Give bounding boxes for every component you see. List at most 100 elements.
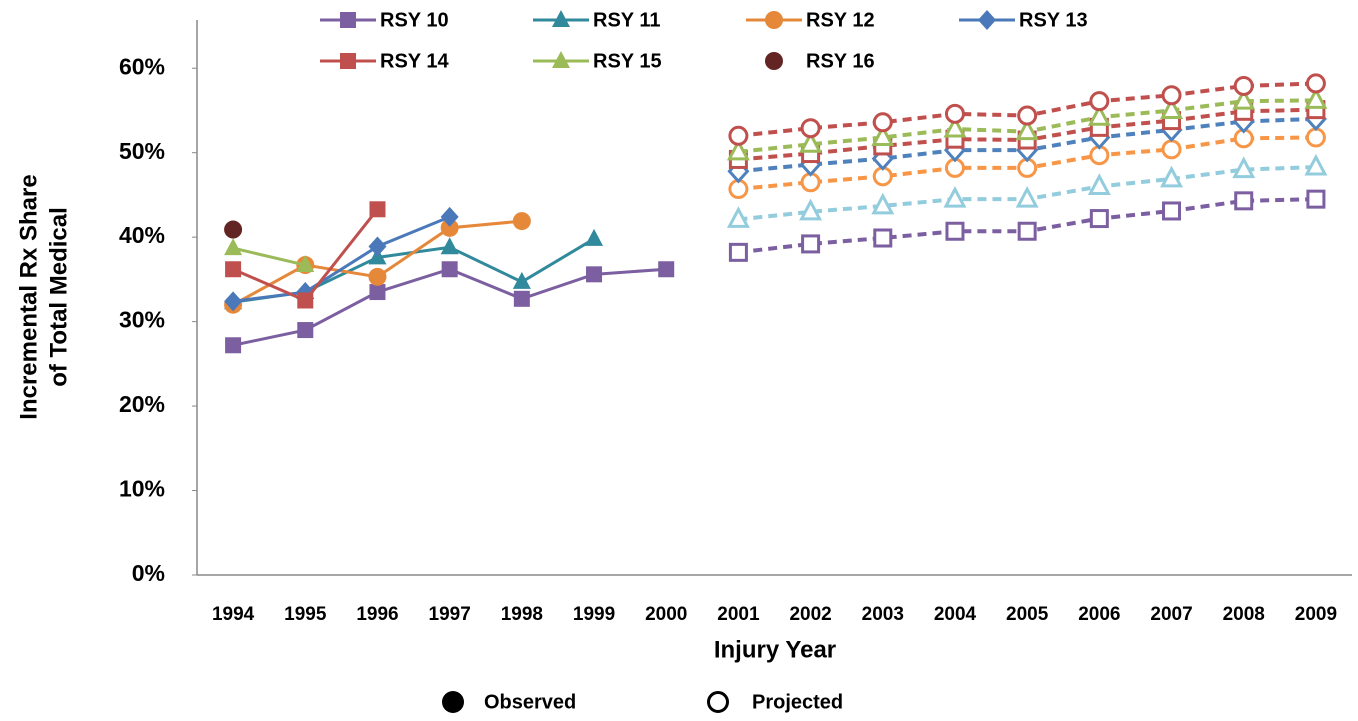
projected-legend-marker <box>707 691 729 713</box>
x-tick-label: 2007 <box>1150 604 1192 625</box>
legend-marker <box>765 11 783 29</box>
marker <box>441 261 458 278</box>
y-tick-label: 40% <box>119 222 165 248</box>
marker <box>943 115 967 138</box>
marker <box>440 218 459 237</box>
marker <box>799 198 823 221</box>
marker <box>225 261 242 278</box>
marker <box>369 201 386 218</box>
marker <box>1087 173 1111 195</box>
x-tick-label: 2000 <box>645 604 687 625</box>
legend-label: RSY 10 <box>380 9 449 31</box>
marker <box>1304 153 1328 176</box>
marker <box>728 242 748 262</box>
x-tick-label: 1996 <box>356 604 398 625</box>
marker <box>1160 165 1184 188</box>
marker <box>512 212 531 231</box>
x-tick-label: 2009 <box>1295 604 1337 625</box>
y-axis-label-line: of Total Medical <box>45 207 72 387</box>
marker <box>658 261 675 278</box>
x-tick-label: 2002 <box>789 604 831 625</box>
x-tick-label: 1998 <box>501 604 543 625</box>
marker <box>440 206 459 227</box>
marker <box>872 112 893 133</box>
y-tick-label: 20% <box>119 391 165 417</box>
marker <box>296 255 315 273</box>
observed-legend-marker <box>442 691 464 713</box>
marker <box>1017 221 1037 241</box>
marker <box>1015 118 1039 141</box>
x-tick-label: 2003 <box>862 604 904 625</box>
marker <box>801 234 821 254</box>
marker <box>1306 189 1326 209</box>
legend-marker <box>765 52 783 70</box>
marker <box>440 237 459 255</box>
y-tick-label: 30% <box>119 307 165 333</box>
x-tick-label: 2006 <box>1078 604 1120 625</box>
marker <box>726 206 750 228</box>
marker <box>513 290 530 307</box>
marker <box>945 221 965 241</box>
marker <box>1017 105 1038 126</box>
marker <box>1232 156 1256 179</box>
x-tick-label: 2008 <box>1223 604 1265 625</box>
marker <box>1162 201 1182 221</box>
marker <box>297 292 314 309</box>
marker <box>1234 191 1254 211</box>
marker <box>297 322 314 339</box>
y-tick-label: 50% <box>119 138 165 164</box>
marker <box>726 138 750 161</box>
x-tick-label: 1995 <box>284 604 327 625</box>
marker <box>1233 75 1254 96</box>
marker <box>1089 91 1110 112</box>
y-axis-label: Incremental Rx Share of Total Medical <box>15 174 72 419</box>
marker <box>873 228 893 248</box>
marker <box>1015 185 1039 208</box>
legend-label: RSY 13 <box>1019 9 1088 31</box>
marker <box>369 284 386 301</box>
legend-marker <box>552 51 570 68</box>
legend-label: RSY 15 <box>593 50 662 72</box>
legend-marker <box>978 10 996 30</box>
marker <box>224 291 243 312</box>
marker <box>368 236 387 257</box>
marker <box>871 192 895 215</box>
marker <box>1305 127 1326 148</box>
marker <box>224 220 243 239</box>
legend-label: RSY 12 <box>806 9 875 31</box>
marker <box>1305 73 1326 94</box>
legend-marker <box>552 10 570 27</box>
marker <box>800 118 821 139</box>
legend-label: RSY 11 <box>593 9 660 31</box>
x-tick-label: 2001 <box>717 604 760 625</box>
x-tick-label: 1999 <box>573 604 615 625</box>
marker <box>1160 97 1184 119</box>
x-tick-label: 1994 <box>212 604 255 625</box>
y-tick-label: 60% <box>119 53 165 79</box>
y-tick-label: 10% <box>119 476 165 502</box>
x-axis-label: Injury Year <box>714 636 836 663</box>
legend-marker <box>340 12 356 28</box>
legend-label: RSY 14 <box>380 50 449 72</box>
marker <box>799 131 823 153</box>
marker <box>225 337 242 354</box>
marker <box>1161 85 1182 106</box>
projected-legend-label: Projected <box>752 691 843 713</box>
marker <box>943 185 967 208</box>
marker <box>944 103 965 124</box>
observed-line <box>232 246 306 267</box>
y-tick-label: 0% <box>132 560 165 586</box>
marker <box>1087 104 1111 126</box>
observed-line <box>232 215 451 303</box>
marker <box>871 124 895 146</box>
marker <box>1304 87 1328 109</box>
y-axis-label-line: Incremental Rx Share <box>15 174 42 419</box>
observed-legend-label: Observed <box>484 691 576 713</box>
marker <box>728 125 749 146</box>
marker <box>585 228 604 246</box>
legend-marker <box>340 53 356 69</box>
legend-label: RSY 16 <box>806 50 875 72</box>
marker <box>512 271 531 289</box>
